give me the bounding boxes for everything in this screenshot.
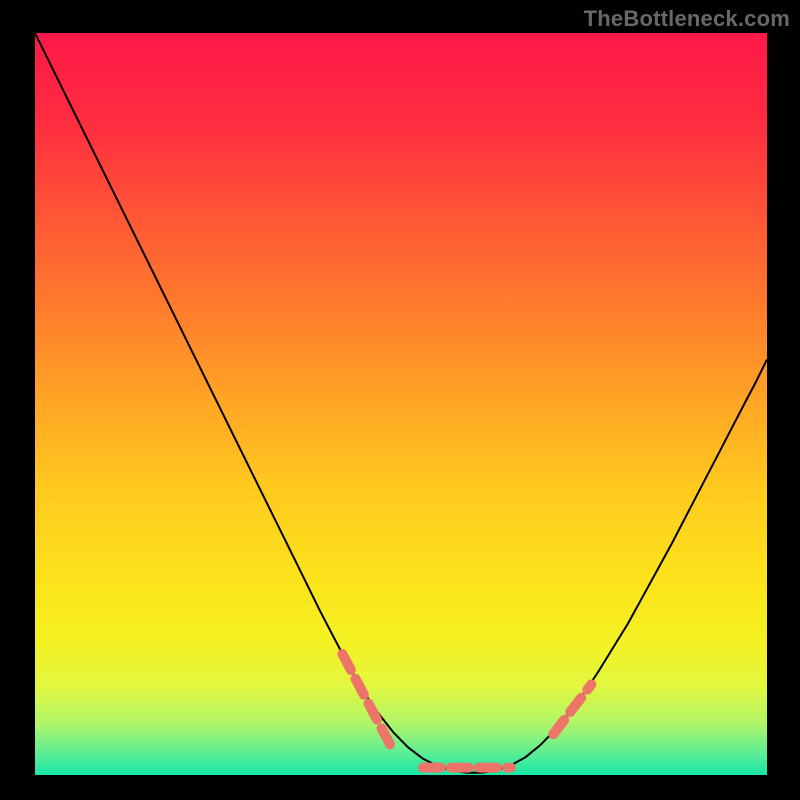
plot-background xyxy=(35,33,767,775)
bottleneck-plot xyxy=(35,33,767,775)
watermark-text: TheBottleneck.com xyxy=(584,6,790,32)
chart-stage: TheBottleneck.com xyxy=(0,0,800,800)
